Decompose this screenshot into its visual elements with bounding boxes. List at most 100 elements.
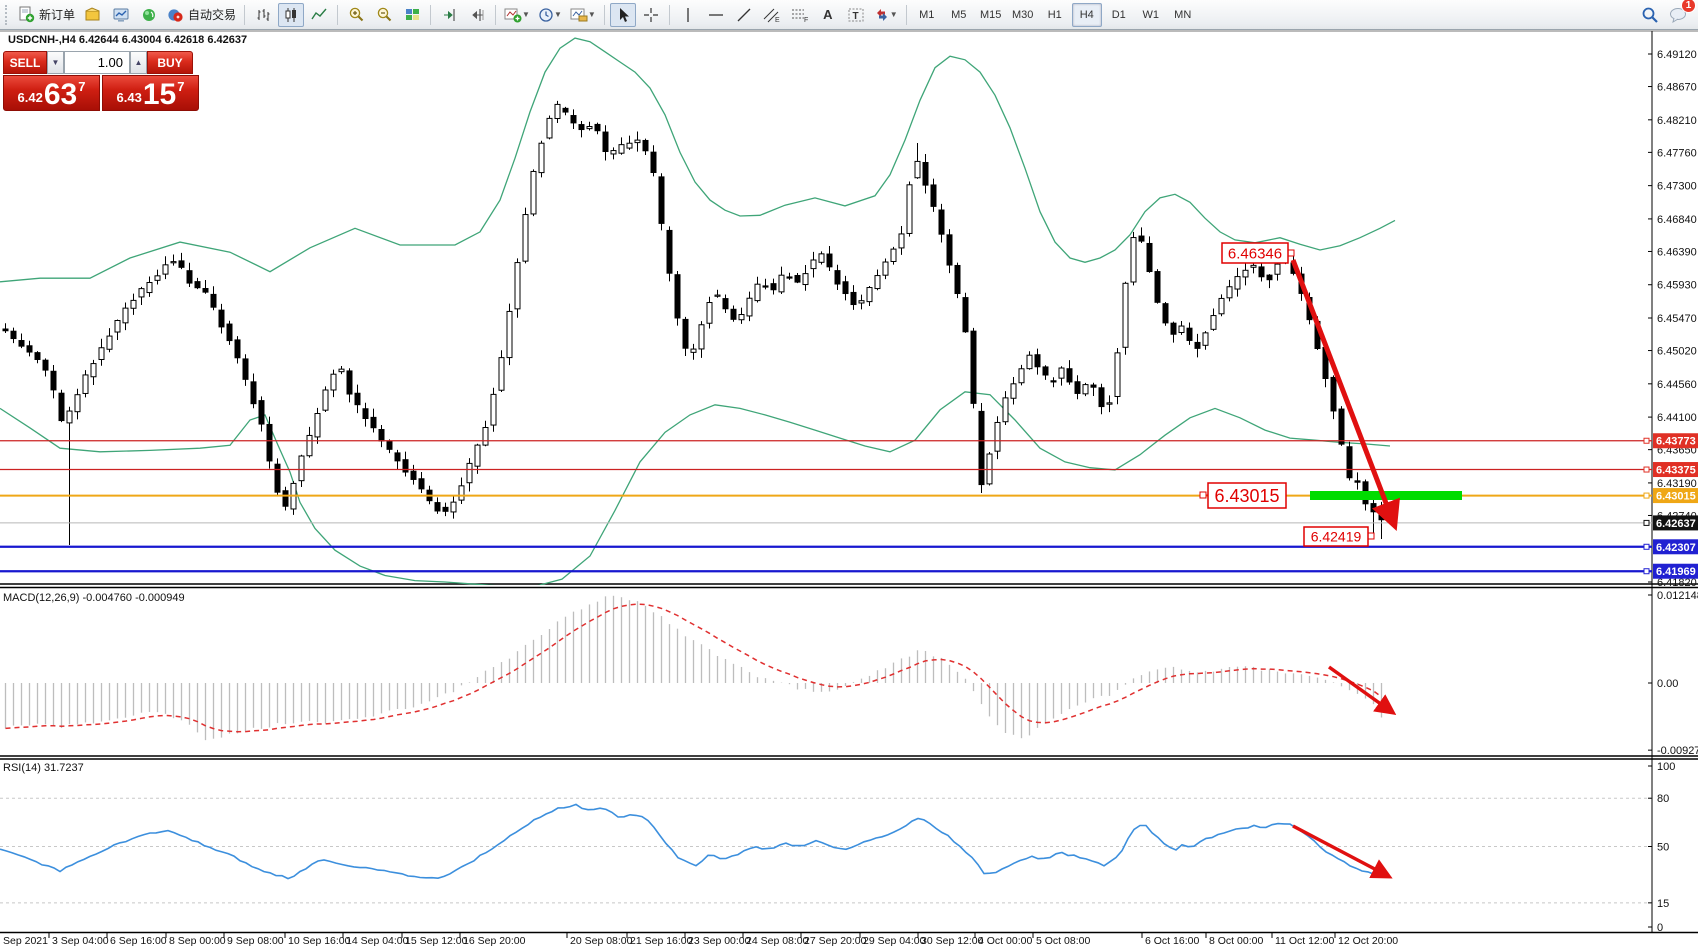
price-axis-badge — [1653, 488, 1698, 504]
templates-icon — [570, 8, 588, 21]
price-annotation-label[interactable] — [1207, 482, 1287, 509]
chart-shift-button[interactable] — [464, 3, 490, 27]
search-icon — [1642, 7, 1658, 23]
price-axis-tick: 6.49120 — [1657, 49, 1697, 61]
notifications-button[interactable]: 1 — [1665, 0, 1696, 27]
terminal-button[interactable] — [108, 3, 134, 27]
toolbar-separator — [905, 4, 907, 25]
top-toolbar: 新订单 自动交易 ▼ ▼ — [0, 0, 1698, 30]
red-trend-arrow[interactable] — [1290, 259, 1400, 532]
dropdown-caret-icon[interactable]: ▼ — [553, 10, 562, 19]
toolbar-grip[interactable] — [5, 4, 11, 25]
crosshair-icon — [643, 7, 658, 22]
timeframe-button-w1[interactable]: W1 — [1142, 8, 1159, 21]
time-axis-label: 23 Sep 00:00 — [688, 935, 751, 947]
time-axis-label: Sep 2021 — [3, 935, 48, 947]
auto-scroll-button[interactable] — [436, 3, 462, 27]
horizontal-line-tool-button[interactable] — [703, 3, 729, 27]
candlestick-chart-icon — [285, 7, 297, 22]
timeframe-button-m30[interactable]: M30 — [1012, 8, 1034, 21]
timeframe-button-mn[interactable]: MN — [1174, 8, 1192, 21]
toolbar-separator — [244, 4, 246, 25]
timeframe-button-m1[interactable]: M1 — [919, 8, 935, 21]
signals-button[interactable] — [136, 3, 162, 27]
time-axis-label: 21 Sep 16:00 — [630, 935, 693, 947]
toolbar-separator — [430, 4, 432, 25]
price-axis-tick: 6.44560 — [1657, 379, 1697, 391]
fibonacci-tool-button[interactable]: F — [787, 3, 813, 27]
candlestick-chart-button[interactable] — [278, 2, 305, 27]
timeframe-button-d1[interactable]: D1 — [1111, 8, 1126, 21]
periods-button[interactable]: ▼ — [535, 3, 565, 27]
volume-increase-button[interactable]: ▲ — [130, 51, 147, 74]
cursor-tool-button[interactable] — [609, 2, 636, 27]
tile-windows-icon — [405, 8, 419, 20]
timeframe-button-h1[interactable]: H1 — [1047, 8, 1062, 21]
search-button[interactable] — [1637, 3, 1663, 27]
time-axis-label: 27 Sep 20:00 — [804, 935, 867, 947]
svg-text:6.43015: 6.43015 — [1656, 491, 1696, 503]
svg-text:6.43375: 6.43375 — [1656, 465, 1696, 477]
timeframe-button-m5[interactable]: M5 — [951, 8, 967, 21]
dropdown-caret-icon[interactable]: ▼ — [587, 10, 596, 19]
timeframe-button-h4[interactable]: H4 — [1071, 2, 1102, 27]
new-order-button[interactable]: 新订单 — [15, 3, 78, 27]
bar-chart-button[interactable] — [250, 3, 276, 27]
time-axis: Sep 2021 3 Sep 04:00 6 Sep 16:00 8 Sep 00:0… — [3, 933, 1398, 947]
arrows-tool-button[interactable]: ▼ — [871, 3, 901, 27]
time-axis-label: 15 Sep 12:00 — [405, 935, 468, 947]
new-order-label: 新订单 — [39, 8, 76, 22]
vertical-line-tool-button[interactable] — [675, 3, 701, 27]
dropdown-caret-icon[interactable]: ▼ — [522, 10, 530, 19]
green-highlight-bar[interactable] — [1310, 491, 1462, 500]
svg-text:15: 15 — [1657, 898, 1669, 910]
time-axis-label: 24 Sep 08:00 — [746, 935, 809, 947]
sell-price-big: 63 — [43, 78, 78, 111]
text-label-tool-button[interactable]: T — [843, 3, 869, 27]
equidistant-channel-tool-button[interactable]: E — [759, 3, 785, 27]
trend-arrows — [1290, 259, 1400, 879]
crosshair-tool-button[interactable] — [638, 3, 664, 27]
market-watch-button[interactable] — [80, 3, 106, 27]
signals-icon — [143, 8, 156, 21]
auto-trading-button[interactable]: 自动交易 — [164, 3, 239, 27]
sell-price-display[interactable]: 6.42 63 7 — [3, 75, 100, 111]
svg-text:0.012148: 0.012148 — [1657, 590, 1698, 602]
rsi-panel — [0, 797, 1652, 904]
svg-text:0: 0 — [1657, 922, 1663, 934]
volume-decrease-button[interactable]: ▼ — [47, 51, 64, 74]
time-axis-label: 5 Oct 08:00 — [1036, 935, 1090, 947]
tile-windows-button[interactable] — [399, 3, 425, 27]
buy-button[interactable]: BUY — [147, 51, 193, 74]
volume-input[interactable] — [64, 51, 130, 74]
price-axis: 6.49120 6.48670 6.48210 6.47760 6.47300 6.468… — [1643, 49, 1698, 589]
svg-text:0.00: 0.00 — [1657, 678, 1678, 690]
red-trend-arrow[interactable] — [1327, 665, 1397, 716]
time-axis-label: 6 Oct 16:00 — [1145, 935, 1199, 947]
toolbar-separator — [337, 4, 339, 25]
chart-shift-icon — [471, 8, 484, 21]
line-chart-button[interactable] — [306, 3, 332, 27]
svg-text:-0.00927: -0.00927 — [1657, 745, 1698, 757]
price-annotation-label[interactable] — [1221, 242, 1289, 264]
zoom-out-button[interactable] — [371, 3, 397, 27]
clock-icon — [539, 7, 553, 22]
toolbar-separator — [495, 4, 497, 25]
sell-button[interactable]: SELL — [3, 51, 47, 74]
sell-price-small: 6.42 — [17, 90, 43, 105]
dropdown-caret-icon[interactable]: ▼ — [889, 10, 898, 19]
price-annotation-label[interactable] — [1303, 526, 1369, 547]
text-tool-button[interactable]: A — [815, 3, 841, 27]
channel-icon: E — [763, 8, 780, 23]
templates-button[interactable]: ▼ — [567, 3, 599, 27]
red-trend-arrow[interactable] — [1292, 824, 1393, 879]
timeframe-button-m15[interactable]: M15 — [980, 8, 1002, 21]
buy-price-display[interactable]: 6.43 15 7 — [102, 75, 199, 111]
indicators-button[interactable]: ▼ — [501, 3, 533, 27]
macd-panel — [4, 595, 1383, 741]
price-axis-tick: 6.44100 — [1657, 412, 1697, 424]
toolbar-separator — [603, 4, 605, 25]
trendline-tool-button[interactable] — [731, 3, 757, 27]
zoom-in-button[interactable] — [343, 3, 369, 27]
